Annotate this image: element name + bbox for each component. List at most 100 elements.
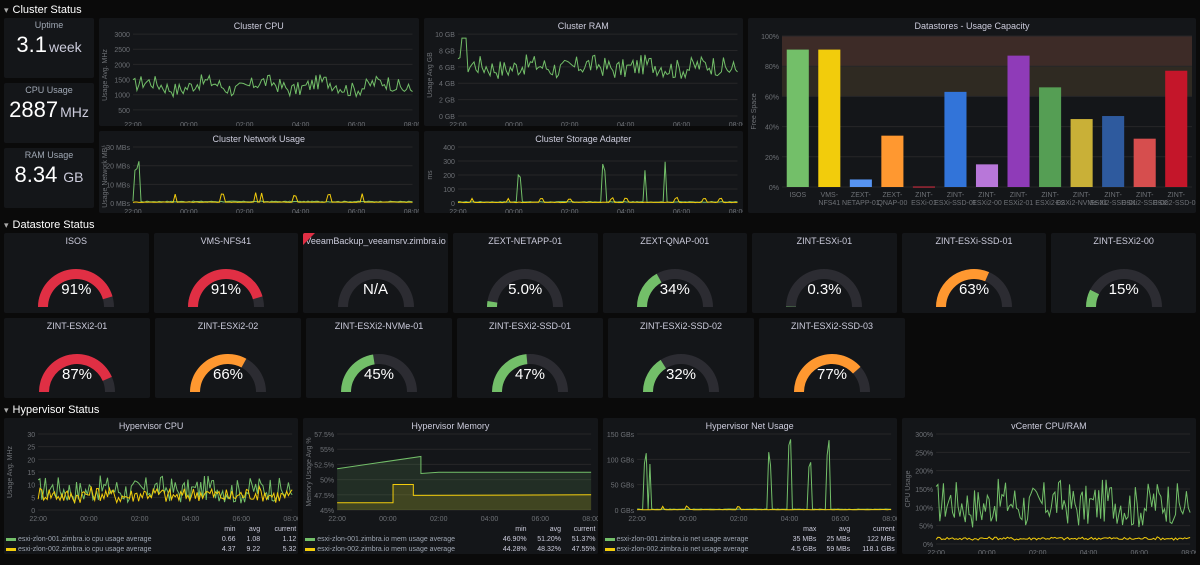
svg-text:200%: 200% [915, 469, 933, 476]
gauge-datastore[interactable]: ZINT-ESXi2-0187% [4, 318, 150, 398]
stat-uptime[interactable]: Uptime 3.1week [4, 18, 94, 78]
svg-text:300: 300 [443, 159, 455, 166]
svg-text:2500: 2500 [114, 47, 130, 54]
svg-text:22:00: 22:00 [329, 516, 347, 522]
svg-text:ZINT-: ZINT- [1167, 192, 1185, 199]
stat-value: 3.1week [16, 32, 81, 58]
gauge-datastore[interactable]: ZINT-ESXi2-SSD-0147% [457, 318, 603, 398]
chart-cluster-cpu[interactable]: Cluster CPU 5001000150020002500300022:00… [99, 18, 419, 126]
svg-text:00:00: 00:00 [505, 122, 523, 126]
svg-text:50 GBs: 50 GBs [610, 483, 634, 490]
svg-text:22:00: 22:00 [628, 516, 646, 522]
svg-text:ESXi2-00: ESXi2-00 [972, 200, 1002, 207]
gauge-title: ZINT-ESXi-01 [797, 233, 853, 247]
stat-label: RAM Usage [25, 150, 74, 160]
gauge-datastore[interactable]: ZINT-ESXi-SSD-0163% [902, 233, 1047, 313]
chart-datastores-capacity[interactable]: Datastores - Usage Capacity 0%20%40%60%8… [748, 18, 1196, 213]
svg-text:ESXi-SSD-01: ESXi-SSD-01 [934, 200, 977, 207]
svg-text:ZINT-: ZINT- [1073, 192, 1091, 199]
svg-text:04:00: 04:00 [616, 122, 634, 126]
svg-text:0 GB: 0 GB [439, 114, 455, 121]
gauge-value: 66% [155, 366, 301, 383]
svg-text:00:00: 00:00 [80, 516, 98, 522]
stat-ram[interactable]: RAM Usage 8.34 GB [4, 148, 94, 208]
svg-text:2000: 2000 [114, 62, 130, 69]
section-toggle-cluster[interactable]: ▾ Cluster Status [4, 2, 1196, 18]
gauge-datastore[interactable]: ISOS91% [4, 233, 149, 313]
gauge-datastore[interactable]: VeeamBackup_veeamsrv.zimbra.ioN/A [303, 233, 448, 313]
gauge-title: ZEXT-QNAP-001 [640, 233, 709, 247]
svg-text:22:00: 22:00 [449, 122, 467, 126]
svg-text:06:00: 06:00 [233, 516, 251, 522]
svg-text:52.5%: 52.5% [315, 462, 335, 469]
svg-text:06:00: 06:00 [672, 122, 690, 126]
section-toggle-hypervisor[interactable]: ▾ Hypervisor Status [4, 402, 1196, 418]
svg-text:02:00: 02:00 [236, 209, 254, 213]
svg-text:ESXi2-SSD-03: ESXi2-SSD-03 [1153, 200, 1196, 207]
svg-text:04:00: 04:00 [182, 516, 200, 522]
chart-hypervisor-cpu[interactable]: Hypervisor CPU 05101520253022:0000:0002:… [4, 418, 298, 554]
gauge-title: VMS-NFS41 [201, 233, 252, 247]
svg-text:VMS-: VMS- [821, 192, 839, 199]
svg-text:50%: 50% [919, 524, 933, 531]
stat-value: 2887MHz [9, 97, 89, 123]
chart-cluster-ram[interactable]: Cluster RAM 0 GB2 GB4 GB6 GB8 GB10 GB22:… [424, 18, 744, 126]
section-toggle-datastore[interactable]: ▾ Datastore Status [4, 217, 1196, 233]
svg-text:20: 20 [27, 457, 35, 464]
gauge-title: ZINT-ESXi2-00 [1093, 233, 1154, 247]
svg-text:Usage Avg. MHz: Usage Avg. MHz [102, 49, 109, 101]
gauge-datastore[interactable]: ZINT-ESXi-010.3% [752, 233, 897, 313]
svg-text:45%: 45% [320, 508, 334, 515]
chevron-down-icon: ▾ [4, 5, 9, 16]
svg-text:00:00: 00:00 [505, 209, 523, 213]
svg-text:08:00: 08:00 [404, 122, 419, 126]
svg-text:300%: 300% [915, 432, 933, 439]
gauge-datastore[interactable]: ZINT-ESXi2-SSD-02 32% [608, 318, 754, 398]
svg-text:00:00: 00:00 [180, 209, 198, 213]
svg-text:02:00: 02:00 [131, 516, 149, 522]
section-title: Hypervisor Status [13, 404, 100, 416]
svg-text:0: 0 [31, 508, 35, 515]
svg-text:00:00: 00:00 [978, 550, 996, 554]
svg-text:00:00: 00:00 [180, 122, 198, 126]
svg-text:50%: 50% [320, 478, 334, 485]
gauge-datastore[interactable]: ZEXT-NETAPP-015.0% [453, 233, 598, 313]
svg-text:ZEXT-: ZEXT- [882, 192, 903, 199]
gauge-datastore[interactable]: ZINT-ESXi2-0266% [155, 318, 301, 398]
gauge-datastore[interactable]: ZEXT-QNAP-00134% [603, 233, 748, 313]
gauge-datastore[interactable]: VMS-NFS4191% [154, 233, 299, 313]
svg-text:ESXi2-01: ESXi2-01 [1004, 200, 1034, 207]
svg-text:06:00: 06:00 [831, 516, 849, 522]
svg-text:150%: 150% [915, 487, 933, 494]
chart-cluster-storage[interactable]: Cluster Storage Adapter 010020030040022:… [424, 131, 744, 213]
chart-hypervisor-net[interactable]: Hypervisor Net Usage 0 GBs50 GBs100 GBs1… [603, 418, 897, 554]
chart-hypervisor-memory[interactable]: Hypervisor Memory 45%47.5%50%52.5%55%57.… [303, 418, 597, 554]
gauge-title: ZEXT-NETAPP-01 [488, 233, 562, 247]
gauge-title: ZINT-ESXi2-SSD-01 [489, 318, 571, 332]
gauge-value: 77% [759, 366, 905, 383]
chart-vcenter[interactable]: vCenter CPU/RAM 0%50%100%150%200%250%300… [902, 418, 1196, 554]
svg-text:ZINT-: ZINT- [978, 192, 996, 199]
svg-text:04:00: 04:00 [292, 209, 310, 213]
svg-text:06:00: 06:00 [348, 122, 366, 126]
svg-text:00:00: 00:00 [379, 516, 397, 522]
svg-text:00:00: 00:00 [679, 516, 697, 522]
svg-text:10 MBs: 10 MBs [106, 182, 130, 189]
gauge-datastore[interactable]: ZINT-ESXi2-0015% [1051, 233, 1196, 313]
svg-text:30: 30 [27, 432, 35, 439]
gauge-value: 91% [4, 281, 149, 298]
stat-cpu[interactable]: CPU Usage 2887MHz [4, 83, 94, 143]
svg-text:22:00: 22:00 [449, 209, 467, 213]
gauge-value: 32% [608, 366, 754, 383]
svg-text:100%: 100% [915, 505, 933, 512]
svg-text:40%: 40% [765, 125, 779, 132]
svg-text:5: 5 [31, 495, 35, 502]
svg-text:3000: 3000 [114, 32, 130, 39]
gauge-datastore[interactable]: ZINT-ESXi2-SSD-0377% [759, 318, 905, 398]
svg-text:22:00: 22:00 [124, 209, 142, 213]
svg-text:08:00: 08:00 [882, 516, 897, 522]
chart-cluster-net[interactable]: Cluster Network Usage 0 MBs10 MBs20 MBs3… [99, 131, 419, 213]
gauge-datastore[interactable]: ZINT-ESXi2-NVMe-0145% [306, 318, 452, 398]
gauge-title: ZINT-ESXi2-SSD-02 [640, 318, 722, 332]
svg-text:Usage Network MB/s: Usage Network MB/s [102, 145, 109, 208]
